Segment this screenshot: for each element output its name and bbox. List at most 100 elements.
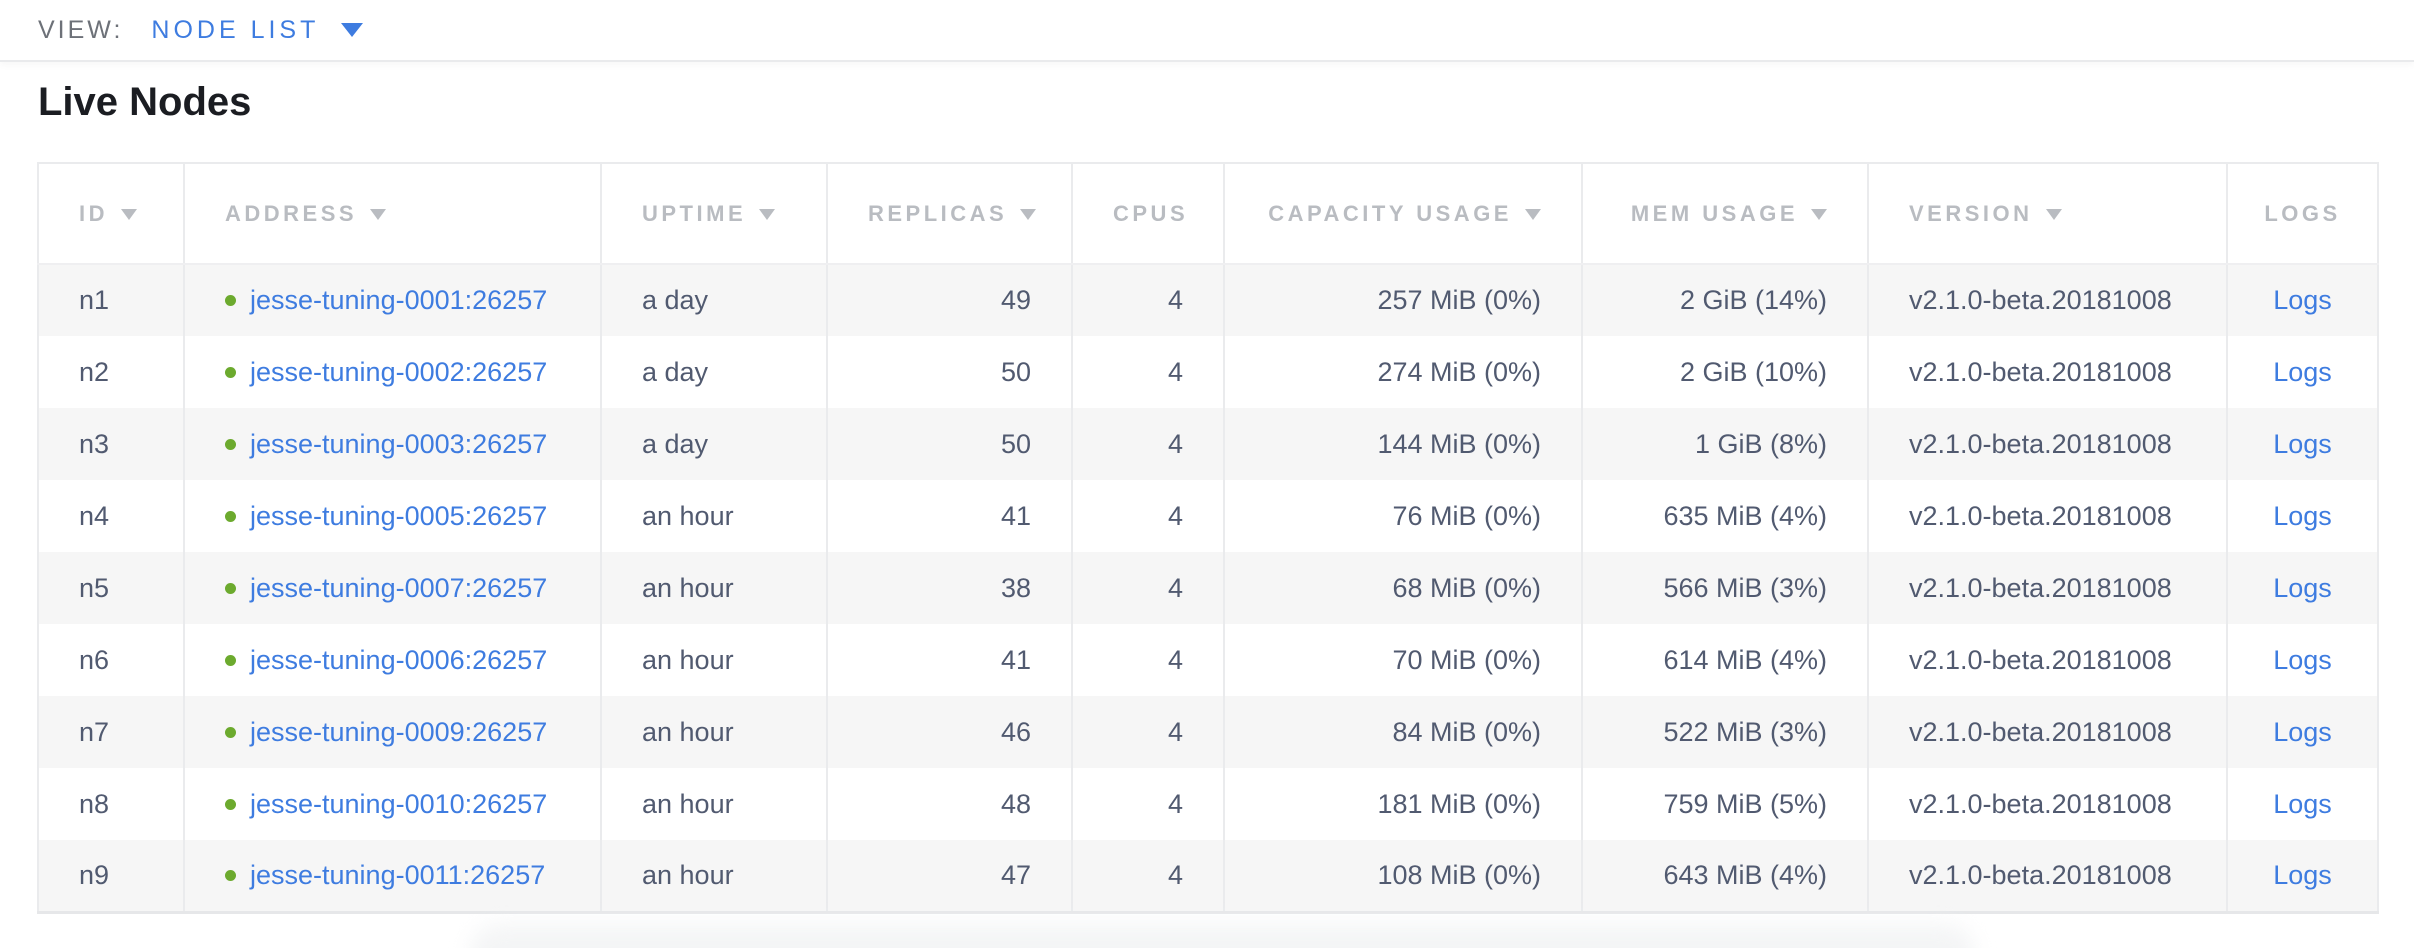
node-address-link[interactable]: jesse-tuning-0002:26257 <box>250 356 548 387</box>
node-address-link[interactable]: jesse-tuning-0007:26257 <box>250 572 548 603</box>
column-header-id[interactable]: ID <box>38 163 184 265</box>
cell-mem_usage: 643 MiB (4%) <box>1581 840 1868 912</box>
cell-id: n3 <box>79 428 110 459</box>
cell-capacity_usage: 84 MiB (0%) <box>1223 696 1582 768</box>
column-header-version[interactable]: VERSION <box>1867 163 2227 265</box>
chevron-down-icon <box>341 23 364 37</box>
cell-logs: Logs <box>2226 696 2378 768</box>
table-row: n9 jesse-tuning-0011:26257 an hour 47 4 108 M… <box>38 840 2378 912</box>
node-logs-link[interactable]: Logs <box>2273 788 2332 819</box>
node-address-link[interactable]: jesse-tuning-0011:26257 <box>250 859 546 890</box>
cell-cpus: 4 <box>1071 336 1224 408</box>
table-row: n6 jesse-tuning-0006:26257 an hour 41 4 70 Mi… <box>38 624 2378 696</box>
column-header-label: CPUS <box>1113 200 1189 226</box>
cell-capacity_usage: 144 MiB (0%) <box>1223 408 1582 480</box>
node-logs-link[interactable]: Logs <box>2273 859 2332 890</box>
cell-replicas: 41 <box>826 624 1072 696</box>
cell-logs: Logs <box>2226 624 2378 696</box>
cell-logs: Logs <box>2226 408 2378 480</box>
view-label: VIEW: <box>38 15 124 44</box>
cell-address: jesse-tuning-0001:26257 <box>183 264 601 336</box>
column-header-label: ADDRESS <box>225 200 358 226</box>
cell-replicas: 38 <box>826 552 1072 624</box>
cell-uptime: a day <box>600 264 827 336</box>
cell-uptime: an hour <box>600 696 827 768</box>
table-row: n1 jesse-tuning-0001:26257 a day 49 4 257 MiB… <box>38 264 2378 336</box>
cell-replicas: 47 <box>826 840 1072 912</box>
column-header-capacity_usage[interactable]: CAPACITY USAGE <box>1223 163 1582 265</box>
cell-id: n8 <box>79 788 110 819</box>
cell-id: n9 <box>79 859 110 890</box>
node-live-status-dot <box>225 295 236 306</box>
cell-logs: Logs <box>2226 480 2378 552</box>
cell-address: jesse-tuning-0009:26257 <box>183 696 601 768</box>
node-address-link[interactable]: jesse-tuning-0003:26257 <box>250 428 548 459</box>
node-logs-link[interactable]: Logs <box>2273 500 2332 531</box>
cell-replicas: 50 <box>826 336 1072 408</box>
cell-id: n1 <box>79 285 110 315</box>
table-row: n3 jesse-tuning-0003:26257 a day 50 4 144 MiB… <box>38 408 2378 480</box>
column-header-label: CAPACITY USAGE <box>1268 200 1512 226</box>
cell-address: jesse-tuning-0003:26257 <box>183 408 601 480</box>
column-header-label: LOGS <box>2264 200 2341 226</box>
sort-desc-icon <box>1811 208 1827 220</box>
cell-replicas: 49 <box>826 264 1072 336</box>
table-row: n7 jesse-tuning-0009:26257 an hour 46 4 84 Mi… <box>38 696 2378 768</box>
node-logs-link[interactable]: Logs <box>2273 716 2332 747</box>
cell-version: v2.1.0-beta.20181008 <box>1867 264 2227 336</box>
cell-address: jesse-tuning-0002:26257 <box>183 336 601 408</box>
cell-capacity_usage: 274 MiB (0%) <box>1223 336 1582 408</box>
node-logs-link[interactable]: Logs <box>2273 644 2332 675</box>
cell-mem_usage: 2 GiB (10%) <box>1581 336 1868 408</box>
sort-desc-icon <box>370 208 387 220</box>
node-address-link[interactable]: jesse-tuning-0005:26257 <box>250 500 548 531</box>
cell-version: v2.1.0-beta.20181008 <box>1867 624 2227 696</box>
cell-version: v2.1.0-beta.20181008 <box>1867 336 2227 408</box>
node-address-link[interactable]: jesse-tuning-0006:26257 <box>250 644 548 675</box>
node-logs-link[interactable]: Logs <box>2273 356 2332 387</box>
node-live-status-dot <box>225 366 236 378</box>
cell-cpus: 4 <box>1071 552 1224 624</box>
sort-desc-icon <box>759 208 776 220</box>
node-address-link[interactable]: jesse-tuning-0009:26257 <box>250 716 548 747</box>
cell-version: v2.1.0-beta.20181008 <box>1867 480 2227 552</box>
cell-id: n7 <box>79 716 110 747</box>
column-header-replicas[interactable]: REPLICAS <box>826 163 1072 265</box>
node-logs-link[interactable]: Logs <box>2273 572 2332 603</box>
cell-logs: Logs <box>2226 840 2378 912</box>
cell-replicas: 48 <box>826 768 1072 840</box>
below-fold-panel-shadow <box>470 924 1975 948</box>
node-live-status-dot <box>225 438 236 450</box>
cell-address: jesse-tuning-0011:26257 <box>183 840 601 912</box>
cell-uptime: an hour <box>600 840 827 912</box>
node-live-status-dot <box>225 510 236 522</box>
node-live-status-dot <box>225 654 236 666</box>
cell-uptime: an hour <box>600 552 827 624</box>
node-address-link[interactable]: jesse-tuning-0001:26257 <box>250 285 548 315</box>
column-header-uptime[interactable]: UPTIME <box>600 163 827 265</box>
node-live-status-dot <box>225 726 236 738</box>
cell-logs: Logs <box>2226 264 2378 336</box>
node-live-status-dot <box>225 869 236 881</box>
cell-cpus: 4 <box>1071 696 1224 768</box>
cell-uptime: a day <box>600 336 827 408</box>
column-header-logs: LOGS <box>2226 163 2378 265</box>
column-header-mem_usage[interactable]: MEM USAGE <box>1581 163 1868 265</box>
cell-uptime: an hour <box>600 768 827 840</box>
cell-address: jesse-tuning-0007:26257 <box>183 552 601 624</box>
node-address-link[interactable]: jesse-tuning-0010:26257 <box>250 788 548 819</box>
node-logs-link[interactable]: Logs <box>2273 428 2332 459</box>
node-logs-link[interactable]: Logs <box>2273 285 2332 315</box>
column-header-address[interactable]: ADDRESS <box>183 163 601 265</box>
cell-id: n5 <box>79 572 110 603</box>
view-selector-dropdown[interactable]: NODE LIST <box>151 16 364 45</box>
cell-id: n4 <box>79 500 110 531</box>
cell-logs: Logs <box>2226 552 2378 624</box>
column-header-label: ID <box>79 200 108 226</box>
cell-version: v2.1.0-beta.20181008 <box>1867 408 2227 480</box>
cell-logs: Logs <box>2226 768 2378 840</box>
cell-replicas: 46 <box>826 696 1072 768</box>
cell-mem_usage: 566 MiB (3%) <box>1581 552 1868 624</box>
column-header-label: VERSION <box>1909 200 2033 226</box>
